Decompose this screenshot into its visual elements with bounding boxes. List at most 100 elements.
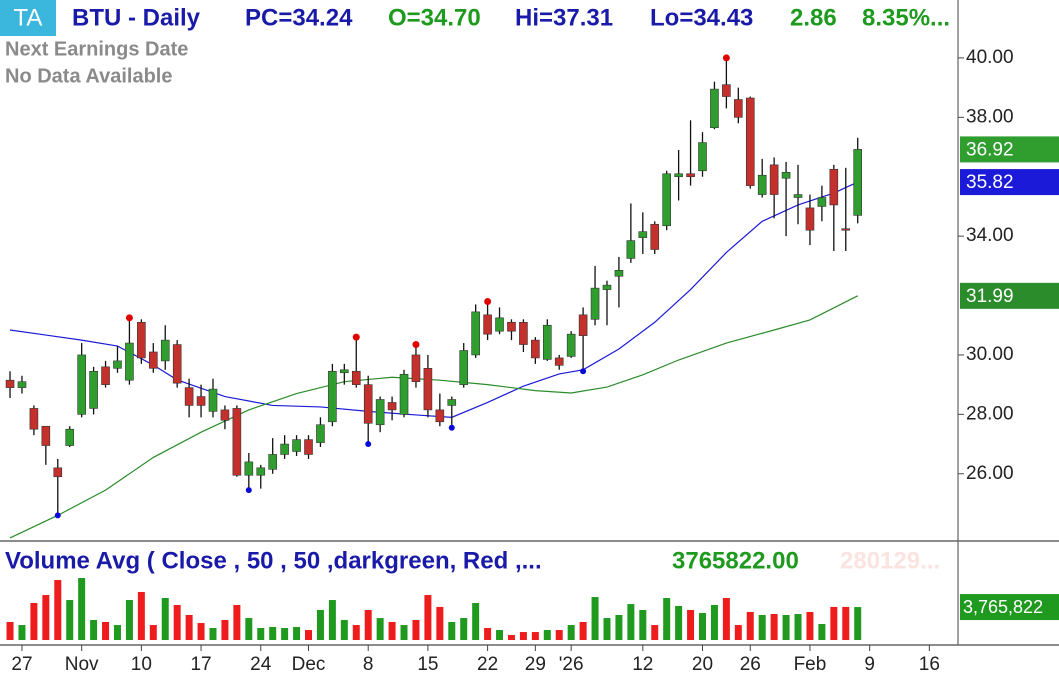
candle-body bbox=[841, 228, 851, 231]
volume-bar bbox=[675, 605, 683, 640]
candle-body bbox=[626, 240, 636, 259]
candle-body bbox=[17, 381, 27, 388]
volume-bar bbox=[328, 600, 336, 640]
swing-low-marker bbox=[245, 487, 252, 494]
candle-body bbox=[220, 409, 230, 421]
candle-body bbox=[710, 88, 719, 129]
volume-bar bbox=[567, 625, 575, 640]
volume-bar bbox=[484, 628, 492, 640]
volume-bar bbox=[54, 579, 62, 640]
y-tick-label: 28.00 bbox=[966, 403, 1014, 424]
candle-body bbox=[53, 467, 63, 478]
volume-bar bbox=[806, 612, 814, 640]
volume-bar bbox=[137, 591, 145, 640]
volume-bar bbox=[639, 609, 647, 640]
candle-body bbox=[734, 99, 743, 118]
header-stat: PC=34.24 bbox=[245, 4, 353, 31]
candle-body bbox=[769, 164, 779, 195]
candle-body bbox=[268, 454, 277, 470]
candle-body bbox=[483, 314, 492, 335]
candle-body bbox=[328, 370, 337, 423]
volume-bar bbox=[305, 630, 313, 640]
candle-body bbox=[853, 149, 863, 216]
candle-body bbox=[423, 368, 433, 411]
candle-body bbox=[459, 350, 469, 385]
swing-low-marker bbox=[580, 368, 587, 375]
volume-bar bbox=[340, 619, 348, 640]
header-stat: 2.86 bbox=[790, 4, 837, 31]
volume-bar bbox=[316, 609, 324, 640]
ma-last-value-box bbox=[960, 282, 1059, 309]
candle-body bbox=[89, 370, 98, 409]
x-tick-label: 12 bbox=[632, 654, 653, 675]
candle-body bbox=[471, 311, 480, 356]
volume-bar bbox=[161, 598, 169, 640]
swing-high-marker bbox=[722, 54, 730, 62]
volume-bar bbox=[18, 625, 26, 640]
candle-body bbox=[554, 357, 564, 366]
volume-bar bbox=[543, 630, 551, 640]
volume-bar bbox=[66, 600, 74, 640]
volume-bar bbox=[352, 625, 360, 640]
y-tick-label: 38.00 bbox=[966, 106, 1014, 127]
volume-last-box bbox=[960, 594, 1059, 621]
volume-bar bbox=[376, 618, 384, 640]
candle-body bbox=[495, 317, 504, 332]
volume-bar bbox=[615, 614, 623, 640]
candle-body bbox=[614, 269, 624, 277]
candle-body bbox=[435, 409, 445, 423]
volume-bar bbox=[113, 625, 121, 640]
badge: TA bbox=[14, 4, 43, 31]
last-close: 36.92 bbox=[966, 139, 1014, 160]
candle-body bbox=[793, 194, 803, 198]
badge-box bbox=[0, 0, 56, 36]
ma-last-value: 31.99 bbox=[966, 286, 1014, 307]
candle-body bbox=[292, 439, 301, 452]
volume-bar bbox=[257, 628, 265, 640]
volume-bar bbox=[710, 605, 718, 640]
volume-bar bbox=[591, 597, 599, 640]
volume-bar bbox=[734, 625, 742, 640]
candle-body bbox=[662, 173, 671, 227]
swing-high-marker bbox=[412, 341, 420, 349]
candle-body bbox=[757, 174, 767, 195]
y-tick-label: 34.00 bbox=[966, 225, 1014, 246]
volume-bar bbox=[281, 628, 289, 640]
candle-body bbox=[363, 384, 373, 424]
candle-body bbox=[256, 467, 266, 476]
volume-bar bbox=[30, 602, 38, 640]
volume-bar bbox=[209, 628, 217, 640]
candle-body bbox=[578, 314, 588, 336]
volume-bar bbox=[842, 606, 850, 640]
volume-bar bbox=[699, 612, 707, 640]
candle-body bbox=[5, 379, 15, 388]
x-tick-label: 8 bbox=[363, 654, 374, 675]
swing-low-marker bbox=[448, 424, 455, 431]
volume-bar bbox=[794, 614, 802, 640]
volume-bar bbox=[173, 605, 181, 640]
volume-bar bbox=[412, 619, 420, 640]
volume-bar bbox=[197, 623, 205, 640]
candle-body bbox=[125, 342, 134, 381]
note: Next Earnings Date bbox=[5, 38, 188, 60]
x-tick-label: Nov bbox=[65, 654, 99, 675]
volume-bar bbox=[90, 619, 98, 640]
candle-body bbox=[638, 231, 648, 238]
candle-body bbox=[113, 360, 122, 369]
volume-bar bbox=[555, 630, 563, 640]
candle-body bbox=[196, 396, 206, 406]
header-stat: 8.35%... bbox=[862, 4, 950, 31]
volume-bar bbox=[364, 609, 372, 640]
x-tick-label: Feb bbox=[794, 654, 827, 675]
ma-last-value: 35.82 bbox=[966, 172, 1014, 193]
candle-body bbox=[650, 223, 660, 250]
x-tick-label: '26 bbox=[559, 654, 584, 675]
candle-body bbox=[531, 339, 540, 359]
candle-body bbox=[698, 142, 707, 172]
x-tick-label: 27 bbox=[11, 654, 32, 675]
volume-bar bbox=[424, 595, 432, 640]
volume-bar bbox=[651, 625, 659, 640]
x-tick-label: 16 bbox=[919, 654, 940, 675]
candle-body bbox=[411, 354, 421, 382]
candle-body bbox=[65, 428, 75, 446]
